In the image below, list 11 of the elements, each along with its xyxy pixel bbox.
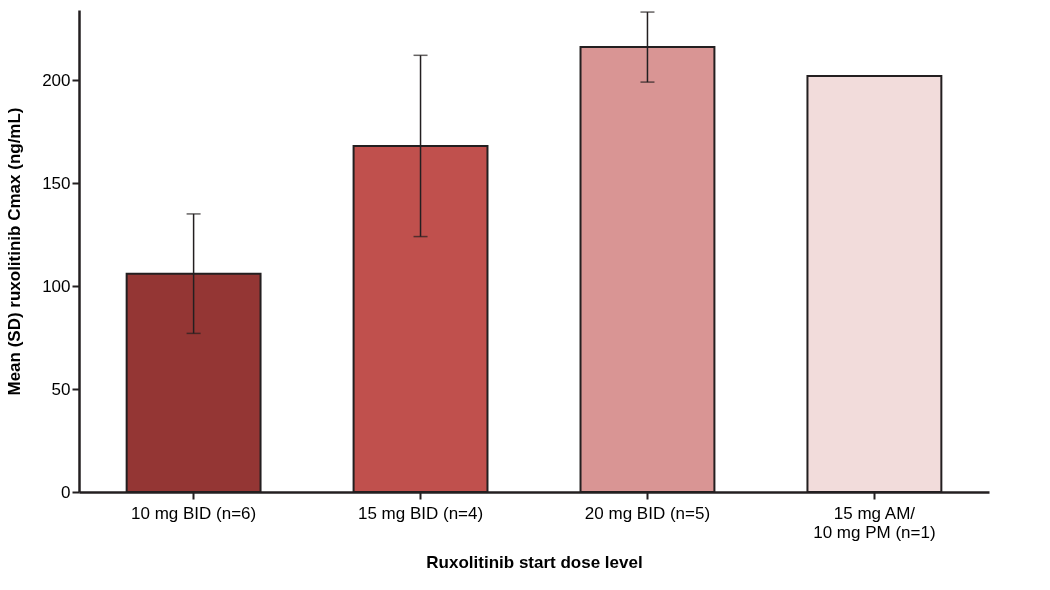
- x-tick-label: 15 mg AM/ 10 mg PM (n=1): [813, 503, 936, 542]
- y-tick-label: 200: [42, 70, 71, 90]
- y-axis-title: Mean (SD) ruxolitinib Cmax (ng/mL): [5, 107, 25, 396]
- y-tick-label: 0: [61, 482, 71, 502]
- x-tick-label: 10 mg BID (n=6): [131, 503, 257, 523]
- x-tick-label: 20 mg BID (n=5): [584, 503, 711, 523]
- x-tick-label: 15 mg BID (n=4): [357, 503, 484, 523]
- y-tick-label: 50: [51, 379, 71, 399]
- x-axis-title: Ruxolitinib start dose level: [426, 552, 643, 572]
- y-tick-label: 150: [42, 173, 71, 193]
- y-tick-label: 100: [42, 276, 71, 296]
